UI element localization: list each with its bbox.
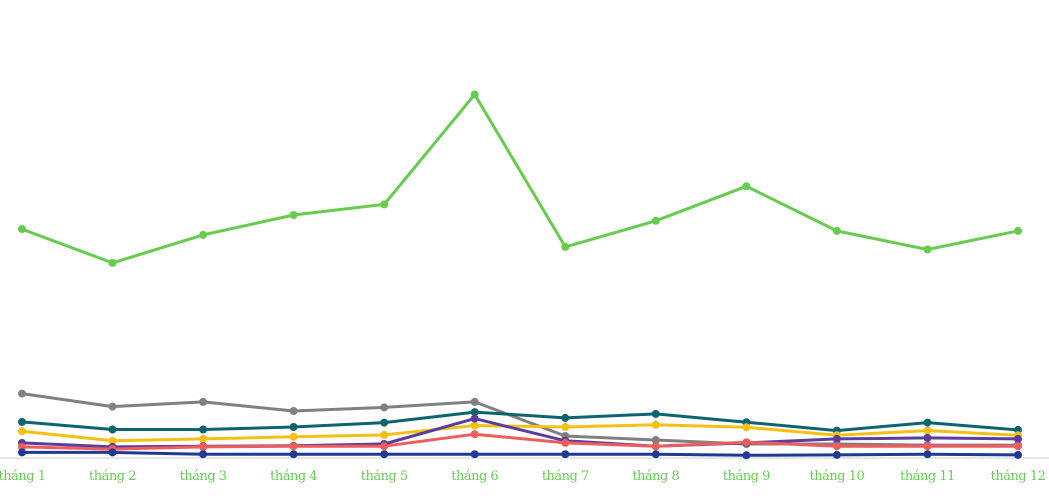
- series-7-point[interactable]: [832, 450, 841, 459]
- series-1-point[interactable]: [289, 211, 298, 219]
- series-6-point[interactable]: [18, 442, 26, 451]
- series-7-point[interactable]: [289, 450, 298, 459]
- series-1-point[interactable]: [742, 182, 751, 191]
- series-3-point[interactable]: [923, 418, 932, 427]
- series-3-line: [21, 410, 1019, 433]
- series-7-point[interactable]: [470, 450, 479, 459]
- series-2-point[interactable]: [289, 407, 298, 415]
- series-2-point[interactable]: [18, 389, 26, 398]
- series-4-point[interactable]: [742, 423, 751, 432]
- series-layer: [18, 90, 1022, 460]
- series-6-point[interactable]: [199, 442, 208, 451]
- series-7-point[interactable]: [742, 451, 751, 460]
- series-2-point[interactable]: [108, 402, 117, 411]
- series-4-point[interactable]: [923, 426, 932, 435]
- series-7-point[interactable]: [561, 450, 570, 459]
- series-2-point[interactable]: [470, 397, 479, 406]
- x-tick-label: tháng 8: [632, 469, 679, 484]
- x-tick-label: tháng 3: [180, 469, 227, 484]
- series-4: [18, 420, 1022, 445]
- x-tick-label: tháng 11: [900, 469, 955, 484]
- series-1: [18, 90, 1022, 267]
- series-3-point[interactable]: [380, 418, 389, 427]
- series-7-point[interactable]: [18, 448, 26, 457]
- series-7-point[interactable]: [108, 448, 117, 457]
- series-7-point[interactable]: [1014, 450, 1022, 459]
- series-1-point[interactable]: [923, 245, 932, 254]
- series-4-point[interactable]: [470, 421, 479, 430]
- series-7-line: [22, 450, 1019, 457]
- series-4-point[interactable]: [651, 420, 660, 429]
- series-3-point[interactable]: [199, 425, 208, 434]
- series-4-point[interactable]: [380, 430, 389, 439]
- series-1-point[interactable]: [1014, 226, 1022, 235]
- series-6-point[interactable]: [923, 442, 932, 451]
- x-tick-label: tháng 1: [0, 469, 45, 484]
- series-6-line: [21, 432, 1018, 451]
- x-tick-labels: tháng 1 tháng 2 tháng 3 tháng 4 tháng 5 tháng…: [0, 469, 1046, 484]
- series-6-point[interactable]: [289, 442, 298, 451]
- series-4-line: [21, 423, 1019, 443]
- series-3-point[interactable]: [470, 408, 479, 417]
- series-1-point[interactable]: [651, 216, 660, 225]
- series-3-point[interactable]: [108, 425, 117, 434]
- x-tick-label: tháng 9: [723, 469, 770, 484]
- series-2-point[interactable]: [651, 436, 660, 444]
- series-7-point[interactable]: [199, 450, 208, 459]
- series-6-point[interactable]: [561, 438, 570, 447]
- series-5-point[interactable]: [1014, 434, 1022, 443]
- series-3-point[interactable]: [289, 423, 298, 431]
- series-7-point[interactable]: [380, 450, 389, 459]
- series-4-point[interactable]: [18, 427, 26, 436]
- series-3-point[interactable]: [18, 417, 26, 426]
- x-tick-label: tháng 6: [451, 469, 498, 484]
- series-6-point[interactable]: [742, 438, 751, 447]
- series-7: [18, 448, 1022, 460]
- series-6-point[interactable]: [380, 442, 389, 451]
- series-4-point[interactable]: [289, 432, 298, 441]
- series-5-point[interactable]: [923, 433, 932, 442]
- x-tick-label: tháng 12: [991, 469, 1046, 484]
- x-tick-label: tháng 2: [89, 469, 136, 484]
- series-2-point[interactable]: [199, 397, 208, 406]
- x-tick-label: tháng 10: [810, 469, 865, 484]
- series-6-point[interactable]: [651, 442, 660, 451]
- series-6-point[interactable]: [470, 430, 479, 439]
- series-1-point[interactable]: [199, 230, 208, 239]
- series-4-point[interactable]: [561, 423, 570, 431]
- series-1-line: [21, 93, 1019, 265]
- series-5-point[interactable]: [832, 434, 841, 443]
- series-7-point[interactable]: [651, 450, 660, 459]
- series-5-point[interactable]: [470, 414, 479, 423]
- series-1-point[interactable]: [108, 258, 117, 267]
- series-3-point[interactable]: [651, 409, 660, 418]
- series-6: [18, 430, 1022, 454]
- series-6-point[interactable]: [832, 442, 841, 451]
- series-2-point[interactable]: [380, 403, 389, 412]
- series-3-point[interactable]: [561, 413, 570, 422]
- x-tick-label: tháng 5: [361, 469, 408, 484]
- series-4-point[interactable]: [108, 436, 117, 445]
- series-4-point[interactable]: [199, 434, 208, 443]
- series-7-point[interactable]: [923, 450, 932, 459]
- series-1-point[interactable]: [380, 200, 389, 209]
- series-1-point[interactable]: [561, 242, 570, 251]
- x-tick-label: tháng 4: [270, 469, 317, 484]
- series-1-point[interactable]: [18, 225, 26, 234]
- series-1-point[interactable]: [470, 90, 479, 99]
- series-1-point[interactable]: [832, 226, 841, 235]
- series-6-point[interactable]: [1014, 442, 1022, 451]
- series-2-line: [21, 392, 1018, 447]
- x-tick-label: tháng 7: [542, 469, 589, 484]
